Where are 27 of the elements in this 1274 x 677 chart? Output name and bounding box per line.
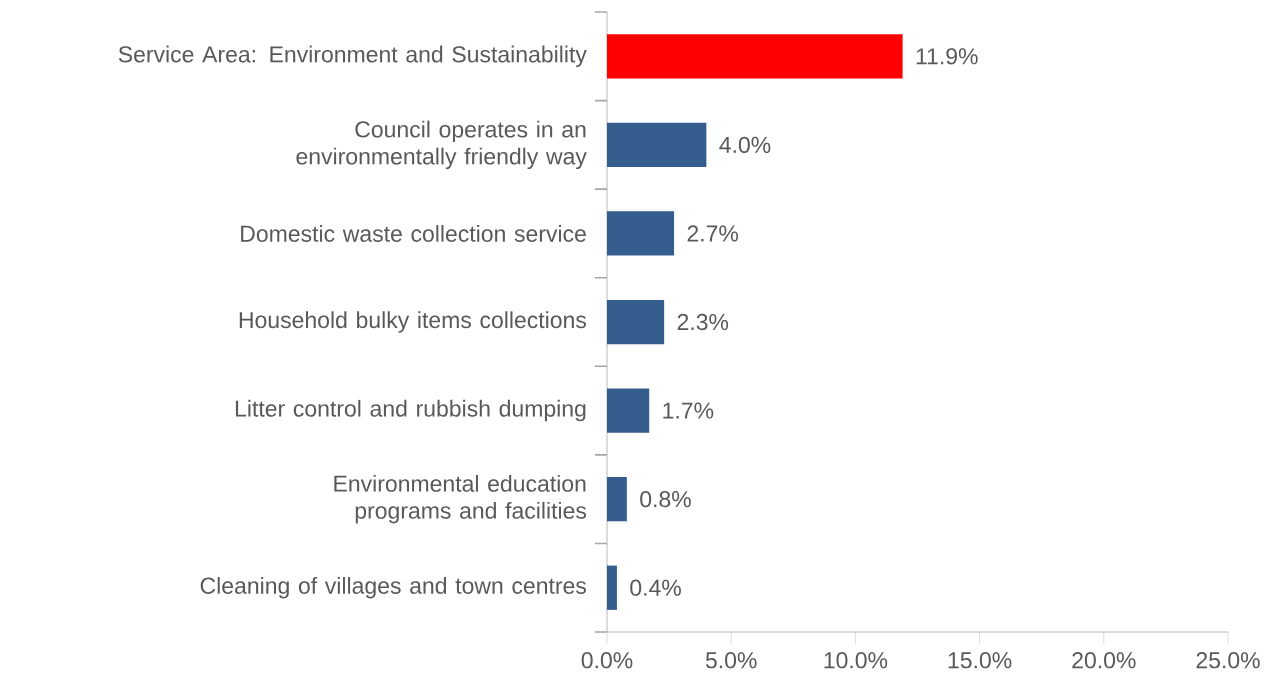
x-tick-label: 15.0% [948,652,1012,669]
data-label: 0.4% [630,579,681,596]
x-tick-label: 0.0% [581,652,633,669]
y-tick-label: Domestic waste collection service [241,225,586,242]
x-tick-label: 5.0% [705,652,757,669]
data-label: 11.9% [916,48,978,65]
bar [607,122,707,168]
bar [607,565,617,610]
x-tick-label: 25.0% [1196,652,1260,669]
x-tick-label: 10.0% [824,652,888,669]
y-tick-label: Cleaning of villages and town centres [200,577,586,599]
data-label: 2.7% [687,225,739,242]
y-tick-label: Council operates in an environmentally friendly way [296,120,587,170]
bar [607,211,675,256]
bar [607,299,665,345]
bar [607,388,650,433]
data-label: 2.3% [677,313,729,331]
data-label: 1.7% [663,402,714,419]
y-tick-label: Environmental education programs and facilities [334,474,587,524]
y-tick-label: Service Area: Environment and Sustainability [118,45,587,68]
bar [607,477,627,522]
data-label: 0.8% [640,491,691,508]
x-tick-label: 20.0% [1072,652,1136,669]
bar [607,34,903,79]
y-tick-label: Household bulky items collections [239,311,586,333]
data-label: 4.0% [719,136,771,154]
y-tick-label: Litter control and rubbish dumping [235,399,586,422]
